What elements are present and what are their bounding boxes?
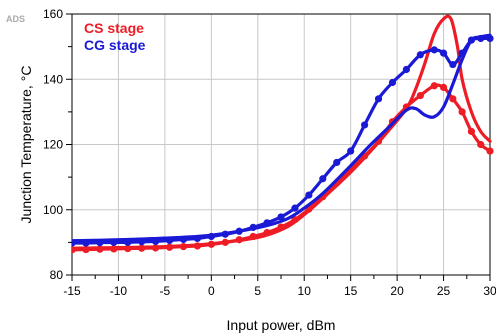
x-tick-label: 10 [298, 284, 312, 298]
cs-data-point [193, 242, 201, 250]
legend-entry-1: CS stage [84, 20, 144, 36]
cg-data-point [319, 175, 327, 183]
cg-data-point [416, 51, 424, 59]
cs-data-point [439, 83, 448, 92]
cg-data-point [458, 49, 466, 57]
cs-data-point [477, 140, 485, 149]
cs-data-point [110, 245, 118, 253]
data-series [72, 14, 494, 254]
cg-data-point [72, 239, 76, 247]
legend-entry-2: CG stage [84, 37, 146, 53]
cg-data-point [333, 158, 341, 167]
y-tick-label: 140 [43, 72, 63, 86]
cg-data-point [138, 238, 146, 246]
cs-data-point [179, 243, 188, 251]
cs-data-point [96, 245, 104, 253]
cg-data-point [291, 204, 299, 212]
cs-data-point [277, 223, 285, 231]
cg-data-point [347, 147, 355, 155]
y-tick-label: 80 [50, 268, 64, 282]
cg-data-point [249, 223, 257, 231]
cg-data-point [305, 191, 313, 199]
cs-data-point [458, 108, 466, 116]
cg-data-point [124, 238, 132, 246]
y-tick-label: 100 [43, 203, 63, 217]
cg-data-point [402, 65, 410, 74]
cs-data-point [263, 228, 271, 237]
cs-data-point [235, 236, 243, 244]
x-tick-label: 0 [208, 284, 215, 298]
x-tick-label: 25 [437, 284, 451, 298]
cg-data-point [449, 60, 457, 69]
cg-data-point [388, 78, 397, 87]
y-tick-label: 120 [43, 138, 63, 152]
cg-data-point [361, 121, 369, 129]
cg-data-point [96, 239, 104, 247]
y-tick-label: 160 [43, 7, 63, 21]
cg-data-point [430, 46, 438, 54]
cg-data-point [179, 235, 188, 244]
cg-data-point [486, 34, 494, 43]
x-tick-label: 15 [344, 284, 358, 298]
cg-data-point [82, 239, 90, 247]
cg-data-point [221, 230, 229, 238]
cs-data-point [449, 95, 457, 103]
cs-data-point [430, 82, 438, 90]
cg-data-point [207, 232, 215, 241]
cg-data-point [152, 237, 160, 245]
cg-data-point [277, 213, 285, 221]
x-tick-label: 20 [390, 284, 404, 298]
cg-data-point [165, 236, 174, 245]
cs-data-point [82, 245, 90, 254]
cs-data-point [221, 238, 229, 246]
cg-data-point [477, 34, 485, 43]
cs-data-point [207, 240, 215, 248]
cs-data-point [249, 232, 257, 241]
cs-data-point [467, 127, 476, 136]
cs-data-point [152, 244, 160, 252]
cs-data-point [291, 215, 299, 224]
x-tick-label: -5 [160, 284, 171, 298]
x-tick-label: -15 [63, 284, 81, 298]
cg-series-line-marked [72, 36, 492, 245]
cs-data-point [486, 147, 494, 155]
y-axis-label: Junction Temperature, °C [18, 66, 34, 224]
cg-data-point [263, 219, 271, 227]
x-axis-label: Input power, dBm [227, 317, 336, 333]
axis-ticks: -15 -10 -5 0 5 10 15 20 25 30 80 100 120 140 160 [43, 7, 496, 298]
x-tick-label: 30 [483, 284, 496, 298]
cg-data-point [110, 238, 118, 246]
cs-data-point [165, 243, 174, 251]
x-tick-label: 5 [254, 284, 261, 298]
x-tick-label: -10 [110, 284, 128, 298]
ads-watermark: ADS [6, 14, 25, 24]
cs-data-point [124, 244, 132, 253]
cg-data-point [235, 227, 243, 235]
cg-data-point [193, 234, 201, 243]
cg-data-point [439, 49, 448, 57]
cg-data-point [467, 36, 476, 44]
cs-data-point [72, 246, 76, 254]
cs-data-point [138, 244, 146, 252]
cg-data-point [374, 95, 383, 103]
cs-data-point [416, 91, 424, 100]
